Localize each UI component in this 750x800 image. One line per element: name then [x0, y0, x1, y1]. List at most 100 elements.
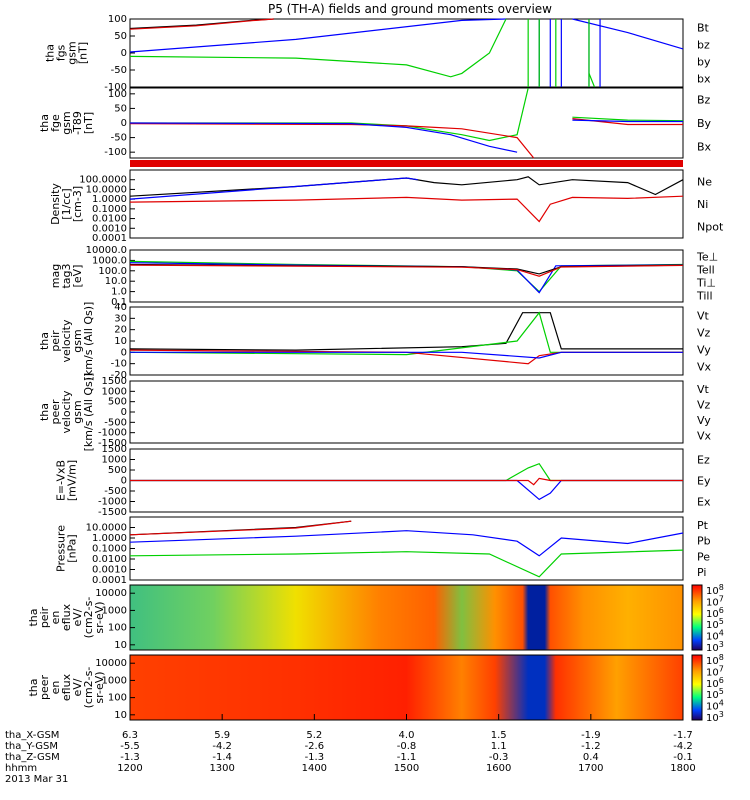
y-axis-label: [km/s (All Qs)] — [82, 302, 95, 381]
footer-value: 1.5 — [491, 730, 507, 741]
y-tick-label: 0 — [121, 476, 127, 487]
legend-peir_vel-Vz: Vz — [697, 327, 711, 340]
series-pressure-Pb — [129, 520, 352, 536]
y-tick-label: 0 — [121, 407, 127, 418]
footer-row-name: tha_Y-GSM — [5, 741, 58, 752]
y-tick-label: 10.0000 — [86, 184, 127, 195]
y-tick-label: 1000 — [102, 455, 127, 466]
legend-temp-Te⊥: Te⊥ — [696, 251, 718, 264]
y-axis-label: -T89 — [71, 111, 84, 135]
panel-frame — [129, 306, 684, 376]
legend-fgs-Bt: Bt — [697, 22, 710, 35]
panel-peir_spec: 10810710610510410310000100010010thapeire… — [27, 583, 724, 654]
footer-ephemeris: tha_X-GSM 6.3 5.9 5.2 4.0 1.5 -1.9 -1.7 tha_Y-GS… — [5, 714, 696, 785]
y-tick-label: 100.0000 — [79, 175, 127, 186]
y-tick-label: -100 — [104, 147, 127, 158]
y-tick-label: -20 — [111, 370, 127, 381]
y-tick-label: 50 — [114, 103, 127, 114]
y-axis-label: en — [49, 681, 62, 695]
series-density-Ne — [129, 195, 684, 223]
series-pressure-Pi — [129, 530, 684, 557]
y-tick-label: -50 — [111, 133, 127, 144]
footer-value: -4.2 — [212, 741, 232, 752]
y-axis-label: eflux — [60, 673, 73, 701]
y-axis-label: peir — [38, 606, 51, 628]
chart-title: P5 (TH-A) fields and ground moments over… — [268, 2, 552, 16]
y-tick-label: 1.0 — [111, 287, 127, 298]
legend-fgs-by: by — [697, 56, 711, 69]
y-axis-label: fge — [49, 114, 62, 132]
colorbar-tick-label: 103 — [706, 640, 724, 654]
panel-frame — [129, 380, 684, 444]
footer-value: -0.3 — [489, 752, 509, 763]
y-axis-label: tha — [44, 44, 57, 62]
footer-value: 0.4 — [583, 752, 599, 763]
y-tick-label: 10 — [114, 336, 127, 347]
footer-value: -1.2 — [581, 741, 601, 752]
series-fgs-by — [129, 18, 507, 78]
footer-value: 6.3 — [122, 730, 138, 741]
y-axis-label: tha — [38, 114, 51, 132]
y-tick-label: 100 — [108, 623, 127, 634]
legend-peer_vel-Vz: Vz — [697, 398, 711, 411]
footer-value: -4.2 — [673, 741, 693, 752]
y-tick-label: 0.1 — [111, 297, 127, 308]
series-efield-Ey — [130, 462, 683, 482]
y-tick-label: -1500 — [98, 507, 127, 518]
panel-peer_vel: 150010005000-500-1000-1500thapeervelocit… — [38, 373, 712, 452]
y-tick-label: 1500 — [102, 376, 127, 387]
footer-value: 1800 — [670, 763, 695, 774]
y-axis-label: [eV] — [71, 265, 84, 288]
y-tick-label: 500 — [108, 397, 127, 408]
series-peir_vel-Vx — [130, 351, 683, 359]
footer-row-name: hhmm — [5, 763, 37, 774]
y-tick-label: -1000 — [98, 497, 127, 508]
colorbar-peer_spec — [691, 654, 703, 721]
y-tick-label: 100 — [108, 693, 127, 704]
series-peir_vel-Vt — [129, 312, 683, 351]
y-axis-label: velocity — [60, 319, 73, 362]
y-tick-label: 10 — [114, 710, 127, 721]
legend-pressure-Pe: Pe — [697, 550, 710, 563]
y-tick-label: -500 — [104, 486, 127, 497]
footer-value: 1500 — [394, 763, 419, 774]
legend-efield-Ez: Ez — [697, 454, 710, 467]
footer-value: -1.4 — [212, 752, 232, 763]
series-fge-By — [130, 87, 529, 142]
y-tick-label: 0.0001 — [92, 575, 127, 586]
legend-pressure-Pi: Pi — [697, 566, 706, 579]
y-axis-label: en — [49, 611, 62, 625]
y-axis-label: peer — [38, 675, 51, 701]
footer-value: 5.2 — [306, 730, 322, 741]
y-tick-label: -50 — [111, 65, 127, 76]
y-axis-label: mag — [49, 264, 62, 288]
y-tick-label: 0 — [121, 48, 127, 59]
y-axis-label: [nT] — [77, 42, 90, 64]
y-axis-label: tha — [38, 332, 51, 350]
y-axis-label: tha — [27, 678, 40, 696]
legend-density-Npot: Npot — [697, 221, 724, 234]
y-axis-label: Density — [49, 183, 62, 225]
legend-peer_vel-Vy: Vy — [697, 414, 711, 427]
y-tick-label: 10 — [114, 640, 127, 651]
y-tick-label: -100 — [104, 82, 127, 93]
panel-density: 100.000010.00001.00000.10000.01000.00100… — [49, 169, 724, 244]
legend-pressure-Pb: Pb — [697, 535, 711, 548]
legend-peir_vel-Vx: Vx — [697, 361, 712, 374]
footer-value: -1.3 — [305, 752, 325, 763]
y-tick-label: -1000 — [98, 428, 127, 439]
y-axis-label: E=-VxB — [55, 460, 68, 501]
panel-frame — [129, 249, 684, 303]
legend-peer_vel-Vx: Vx — [697, 429, 712, 442]
series-fge-Bz — [129, 123, 535, 159]
footer-value: -0.1 — [673, 752, 693, 763]
series-fgs-bx-tail — [572, 18, 684, 50]
legend-density-Ni: Ni — [697, 198, 708, 211]
series-temp-Te⊥ — [129, 264, 684, 277]
footer-value: -2.6 — [305, 741, 325, 752]
colorbar-peir_spec — [691, 584, 703, 651]
footer-value: 1300 — [209, 763, 234, 774]
